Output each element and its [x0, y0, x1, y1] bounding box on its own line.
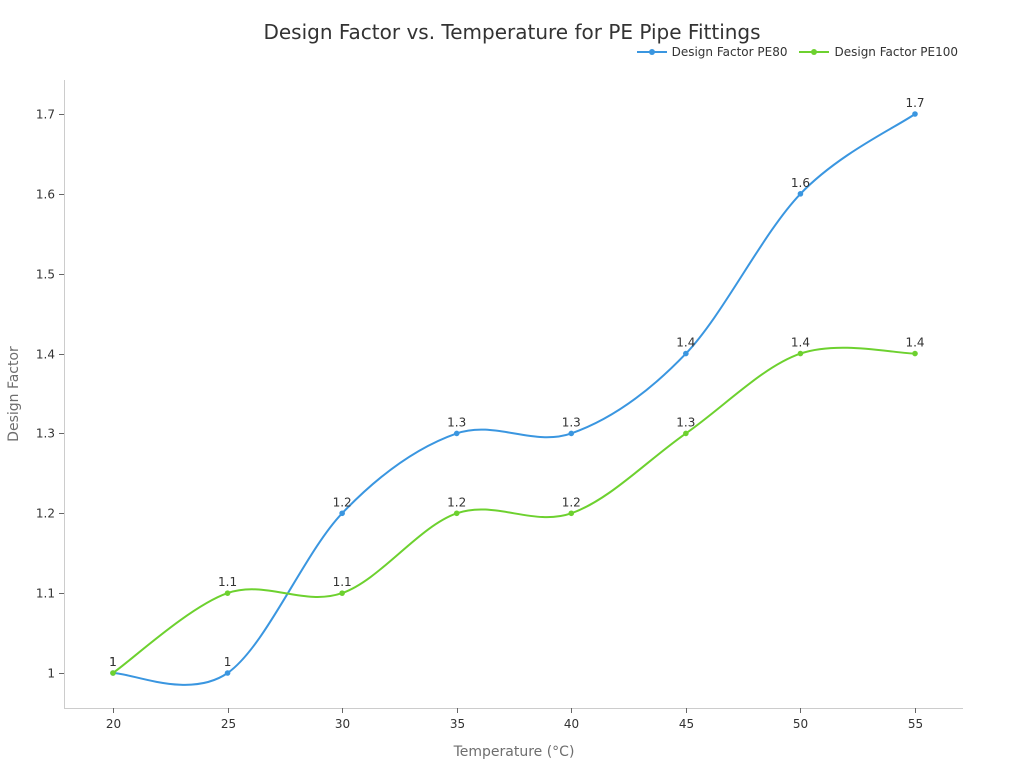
y-tick-label: 1.1: [36, 587, 55, 601]
data-point[interactable]: [453, 510, 460, 517]
data-point[interactable]: [797, 191, 804, 197]
data-point[interactable]: [453, 430, 460, 437]
y-tick-label: 1.2: [36, 507, 55, 521]
y-tick-label: 1: [47, 667, 55, 681]
series-pe100: 1 1.1 1.1 1.2 1.2 1.3 1.4 1.4: [109, 336, 925, 676]
data-point[interactable]: [797, 350, 804, 357]
y-tick-label: 1.6: [36, 188, 55, 202]
x-tick-label: 35: [450, 717, 465, 731]
y-tick-label: 1.3: [36, 427, 55, 441]
x-axis-title: Temperature (°C): [453, 744, 575, 760]
data-point[interactable]: [339, 510, 345, 517]
y-tick-label: 1.4: [36, 348, 55, 362]
data-point[interactable]: [683, 350, 689, 357]
data-point[interactable]: [568, 430, 575, 437]
data-point[interactable]: [912, 350, 918, 357]
legend: Design Factor PE80 Design Factor PE100: [636, 45, 958, 59]
data-label: 1: [224, 655, 232, 669]
x-tick-label: 45: [679, 717, 694, 731]
y-tick-label: 1.7: [36, 108, 55, 122]
data-label: 1.3: [562, 415, 581, 429]
data-point[interactable]: [110, 670, 116, 676]
data-point[interactable]: [912, 111, 918, 117]
legend-item-pe80[interactable]: Design Factor PE80: [636, 45, 788, 59]
y-axis-title: Design Factor: [6, 346, 22, 442]
x-tick-label: 50: [793, 717, 808, 731]
data-label: 1.3: [676, 415, 695, 429]
x-tick-label: 55: [908, 717, 923, 731]
data-label: 1: [109, 655, 117, 669]
data-label: 1.2: [447, 495, 466, 509]
data-point[interactable]: [339, 590, 345, 596]
data-label: 1.6: [791, 176, 810, 190]
data-label: 1.2: [333, 495, 352, 509]
chart-title: Design Factor vs. Temperature for PE Pip…: [263, 20, 761, 44]
data-label: 1.1: [333, 575, 352, 589]
x-tick-label: 40: [564, 717, 579, 731]
legend-line-marker-icon: [636, 49, 667, 55]
data-label: 1.7: [905, 96, 924, 110]
data-point[interactable]: [683, 430, 689, 437]
axes: [64, 80, 963, 709]
data-label: 1: [109, 655, 117, 669]
data-label: 1.4: [676, 336, 695, 350]
series-line: [112, 346, 916, 674]
y-axis-ticks: 1 1.1 1.2 1.3 1.4 1.5 1.6 1.7: [36, 108, 64, 681]
series-line: [112, 113, 916, 686]
series-pe80: 1 1 1.2 1.3 1.3 1.4 1.6 1.7: [109, 96, 925, 686]
data-point[interactable]: [568, 510, 575, 517]
x-tick-label: 25: [221, 717, 236, 731]
data-point[interactable]: [224, 590, 231, 596]
data-label: 1.4: [791, 336, 810, 350]
legend-label-pe80: Design Factor PE80: [671, 45, 788, 59]
data-label: 1.3: [447, 415, 466, 429]
series-group: 1 11.21.3 1.31.41.61.711.1 1.11.2 1.21.31.4 1…: [109, 96, 925, 686]
data-point[interactable]: [224, 670, 231, 676]
data-label: 1.2: [562, 495, 581, 509]
x-tick-label: 30: [335, 717, 350, 731]
legend-item-pe100[interactable]: Design Factor PE100: [799, 45, 958, 59]
legend-line-marker-icon: [799, 49, 830, 55]
data-label: 1.4: [905, 336, 924, 350]
y-tick-label: 1.5: [36, 268, 55, 282]
legend-label-pe100: Design Factor PE100: [834, 45, 958, 59]
x-axis-ticks: 20 25 30 35 40 45 50 55: [106, 708, 923, 731]
x-tick-label: 20: [106, 717, 121, 731]
data-label: 1.1: [218, 575, 237, 589]
